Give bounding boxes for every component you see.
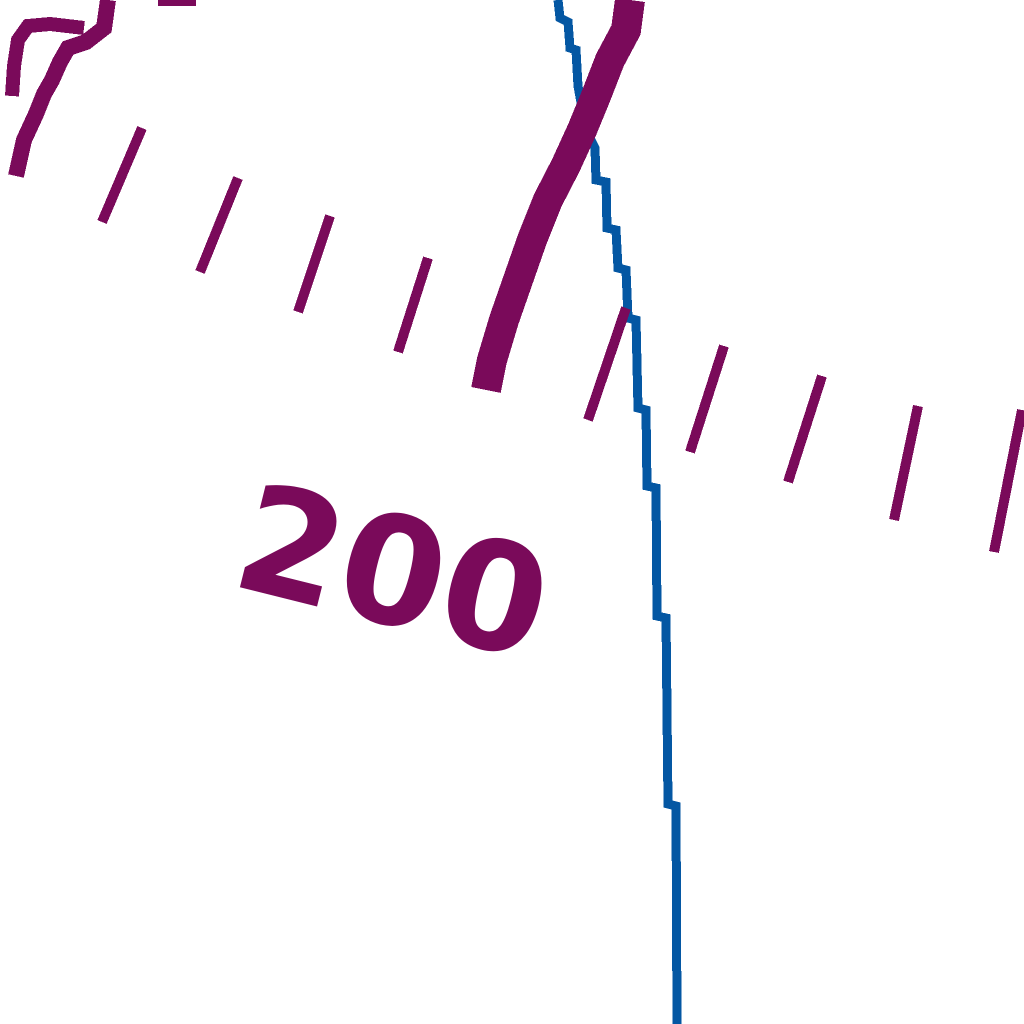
index-contour-line — [5, 16, 85, 97]
index-contour-line — [8, 0, 116, 178]
intermediate-contour-line — [97, 126, 631, 422]
intermediate-contour-line — [685, 344, 1024, 553]
stream-line — [553, 0, 682, 1024]
contour-elevation-label: 200 — [220, 450, 566, 695]
index-contour-line — [471, 0, 645, 393]
index-contour-line — [158, 0, 196, 6]
